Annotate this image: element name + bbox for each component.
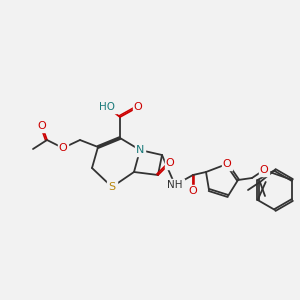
Text: O: O [134,102,142,112]
Text: O: O [260,165,268,175]
Bar [259,164,269,176]
Text: N: N [136,145,144,155]
Bar [135,144,145,156]
Bar [107,181,117,193]
Bar [188,185,198,197]
Bar [165,157,175,169]
Bar [133,101,143,113]
Text: O: O [38,121,46,131]
Text: O: O [223,159,231,169]
Text: S: S [108,182,116,192]
Bar [166,179,184,191]
Text: HO: HO [99,102,115,112]
Text: O: O [166,158,174,168]
Bar [58,142,68,154]
Bar [37,120,47,132]
Text: O: O [189,186,197,196]
Bar [97,101,117,113]
Text: O: O [58,143,68,153]
Text: NH: NH [167,180,183,190]
Bar [222,158,232,170]
